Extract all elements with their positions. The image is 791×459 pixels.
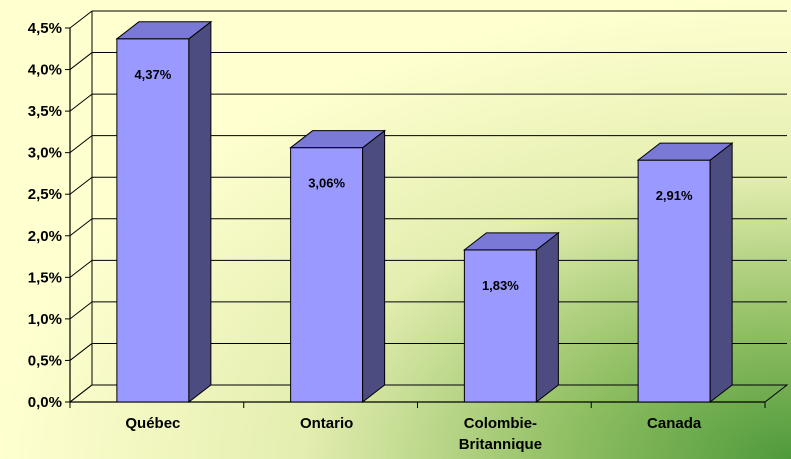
y-tick-label: 0,5% bbox=[28, 352, 62, 369]
x-tick-label: Ontario bbox=[300, 415, 353, 432]
bar-side bbox=[535, 231, 559, 404]
labels: 0,0% 0,5% 1,0% 1,5% 2,0% 2,5% 3,0% 3,5% 4,0% 4,5%… bbox=[28, 20, 702, 453]
y-tick-label: 3,5% bbox=[28, 103, 62, 120]
y-tick-label: 3,0% bbox=[28, 145, 62, 162]
y-tick-label: 4,0% bbox=[28, 62, 62, 79]
y-tick-label: 4,5% bbox=[28, 20, 62, 37]
bar-side bbox=[709, 142, 733, 404]
side-wall-gridline bbox=[69, 10, 93, 29]
bar bbox=[636, 142, 734, 404]
side-wall-gridline bbox=[69, 93, 93, 112]
data-label: 1,83% bbox=[482, 278, 519, 293]
side-wall-gridline bbox=[69, 343, 93, 361]
y-tick-label: 1,5% bbox=[28, 269, 62, 286]
side-wall-gridline bbox=[69, 176, 93, 195]
side-wall-gridline bbox=[69, 218, 93, 237]
bar-side bbox=[362, 129, 386, 404]
y-tick-label: 2,5% bbox=[28, 186, 62, 203]
bar bbox=[289, 129, 387, 404]
bar bbox=[462, 231, 560, 404]
data-label: 3,06% bbox=[308, 176, 345, 191]
data-label: 2,91% bbox=[656, 188, 693, 203]
x-tick-label: Québec bbox=[125, 415, 180, 432]
bar-top bbox=[115, 21, 213, 40]
side-wall-gridline bbox=[69, 52, 93, 70]
x-tick-label: Canada bbox=[647, 415, 702, 432]
bar-front bbox=[116, 38, 190, 403]
bar bbox=[115, 20, 213, 404]
bar-front bbox=[637, 159, 711, 403]
data-label: 4,37% bbox=[134, 67, 171, 82]
bar-top bbox=[289, 130, 387, 149]
x-tick-label: Colombie- bbox=[464, 415, 537, 432]
bar-top bbox=[636, 142, 734, 161]
y-tick-label: 2,0% bbox=[28, 228, 62, 245]
y-tick-label: 1,0% bbox=[28, 311, 62, 328]
bar-front bbox=[463, 249, 537, 403]
x-tick-label: Britannique bbox=[459, 436, 542, 453]
bar-top bbox=[462, 232, 560, 251]
side-wall-gridline bbox=[69, 135, 93, 154]
side-wall-gridline bbox=[69, 259, 93, 278]
bar-side bbox=[188, 20, 212, 404]
bars bbox=[115, 20, 734, 404]
y-tick-label: 0,0% bbox=[28, 394, 62, 411]
side-wall-gridline bbox=[69, 301, 93, 320]
